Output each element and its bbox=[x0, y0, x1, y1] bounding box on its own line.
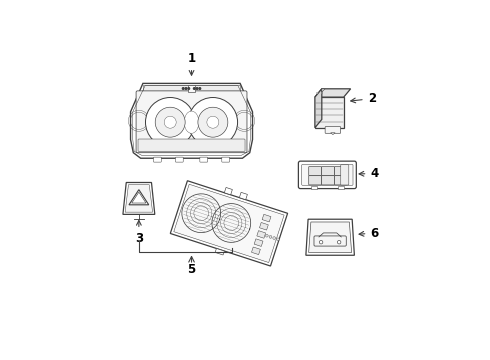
Circle shape bbox=[155, 107, 185, 137]
Text: 1: 1 bbox=[188, 52, 196, 75]
Polygon shape bbox=[262, 214, 271, 222]
Text: 6: 6 bbox=[359, 226, 379, 240]
Polygon shape bbox=[315, 97, 343, 128]
Text: 2: 2 bbox=[351, 92, 376, 105]
Polygon shape bbox=[315, 89, 351, 97]
Polygon shape bbox=[257, 231, 266, 238]
Circle shape bbox=[196, 88, 198, 89]
Ellipse shape bbox=[184, 111, 199, 133]
Circle shape bbox=[207, 116, 219, 128]
Polygon shape bbox=[129, 190, 149, 205]
Polygon shape bbox=[123, 183, 155, 214]
FancyBboxPatch shape bbox=[322, 167, 334, 176]
FancyBboxPatch shape bbox=[138, 139, 245, 151]
Circle shape bbox=[198, 107, 228, 137]
Circle shape bbox=[338, 240, 341, 244]
FancyBboxPatch shape bbox=[136, 91, 247, 153]
Circle shape bbox=[188, 98, 238, 147]
FancyBboxPatch shape bbox=[153, 157, 161, 162]
Circle shape bbox=[273, 237, 275, 239]
FancyBboxPatch shape bbox=[200, 157, 208, 162]
FancyBboxPatch shape bbox=[325, 127, 341, 133]
FancyBboxPatch shape bbox=[335, 176, 347, 185]
Text: 5: 5 bbox=[187, 262, 196, 276]
Circle shape bbox=[194, 88, 195, 89]
Polygon shape bbox=[130, 84, 252, 158]
Polygon shape bbox=[322, 89, 325, 92]
Circle shape bbox=[185, 88, 187, 89]
Polygon shape bbox=[125, 185, 152, 212]
Polygon shape bbox=[331, 133, 335, 135]
Circle shape bbox=[266, 234, 268, 237]
Polygon shape bbox=[309, 222, 352, 252]
Polygon shape bbox=[143, 85, 240, 92]
Text: 3: 3 bbox=[135, 220, 143, 245]
FancyBboxPatch shape bbox=[298, 161, 356, 189]
Circle shape bbox=[199, 88, 201, 89]
Polygon shape bbox=[260, 222, 269, 230]
FancyBboxPatch shape bbox=[309, 176, 321, 185]
FancyBboxPatch shape bbox=[222, 157, 229, 162]
Polygon shape bbox=[215, 248, 224, 255]
Polygon shape bbox=[306, 219, 354, 255]
Bar bbox=[188, 85, 195, 92]
FancyBboxPatch shape bbox=[341, 165, 349, 185]
Polygon shape bbox=[239, 192, 247, 200]
Polygon shape bbox=[254, 239, 263, 246]
FancyBboxPatch shape bbox=[309, 167, 321, 176]
FancyBboxPatch shape bbox=[322, 176, 334, 185]
Polygon shape bbox=[224, 188, 232, 195]
Circle shape bbox=[317, 92, 318, 94]
Polygon shape bbox=[251, 247, 260, 255]
Circle shape bbox=[188, 88, 190, 89]
Polygon shape bbox=[315, 89, 322, 128]
Text: 4: 4 bbox=[359, 167, 379, 180]
Circle shape bbox=[146, 98, 195, 147]
Circle shape bbox=[276, 238, 279, 241]
FancyBboxPatch shape bbox=[335, 167, 347, 176]
Circle shape bbox=[321, 92, 323, 94]
Circle shape bbox=[182, 88, 184, 89]
Polygon shape bbox=[171, 181, 288, 266]
Bar bbox=[311, 186, 317, 189]
FancyBboxPatch shape bbox=[175, 157, 183, 162]
Circle shape bbox=[319, 240, 323, 244]
FancyBboxPatch shape bbox=[302, 165, 353, 185]
Circle shape bbox=[164, 116, 176, 128]
Polygon shape bbox=[174, 184, 284, 262]
Circle shape bbox=[269, 235, 272, 238]
Bar bbox=[338, 186, 343, 189]
